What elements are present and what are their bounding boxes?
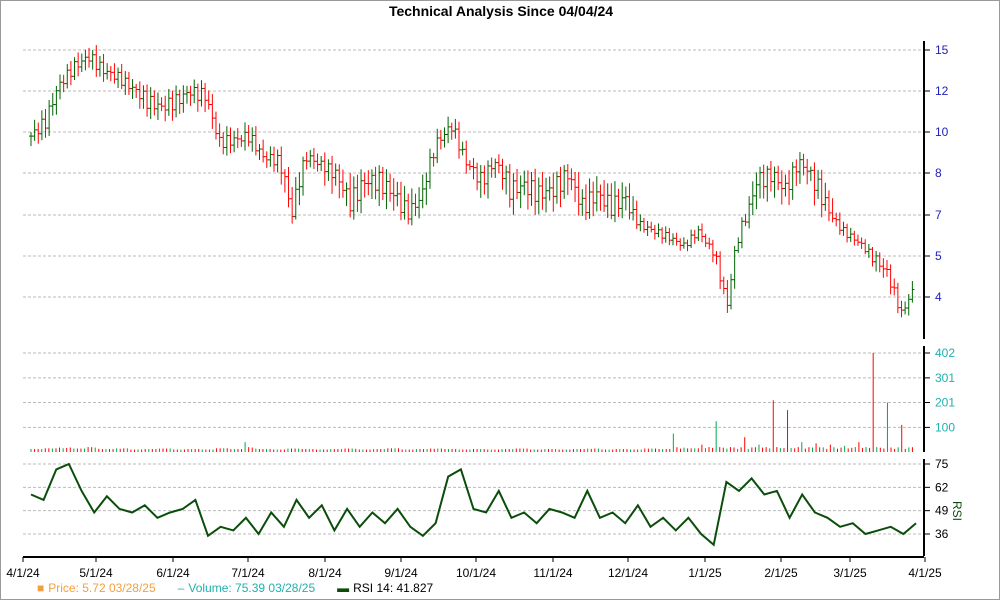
rsi-line [30, 462, 917, 547]
x-tick-label: 3/1/25 [833, 566, 867, 580]
price-tick-label: 8 [935, 166, 942, 180]
x-tick-label: 5/1/24 [79, 566, 113, 580]
x-tick-label: 1/1/25 [688, 566, 722, 580]
rsi-tick-label: 75 [935, 457, 949, 471]
x-tick-label: 9/1/24 [384, 566, 418, 580]
price-tick-label: 12 [935, 84, 949, 98]
price-tick-label: 7 [935, 208, 942, 222]
rsi-axis-label: RSI [950, 501, 964, 521]
legend-rsi: ▬ RSI 14: 41.827 [337, 581, 434, 595]
price-tick-label: 5 [935, 249, 942, 263]
x-tick-label: 11/1/24 [533, 566, 572, 580]
volume-tick-label: 201 [935, 396, 955, 410]
legend-price: ■ Price: 5.72 03/28/25 [37, 581, 156, 595]
x-tick-label: 4/1/24 [6, 566, 40, 580]
x-tick-label: 10/1/24 [456, 566, 496, 580]
x-tick-label: 8/1/24 [308, 566, 342, 580]
rsi-tick-label: 36 [935, 527, 949, 541]
volume-tick-label: 100 [935, 420, 955, 434]
rsi-tick-label: 62 [935, 480, 949, 494]
price-tick-label: 4 [935, 290, 942, 304]
volume-tick-label: 402 [935, 346, 955, 360]
volume-tick-label: 301 [935, 371, 955, 385]
price-tick-label: 10 [935, 125, 949, 139]
x-tick-label: 4/1/25 [908, 566, 942, 580]
chart-title: Technical Analysis Since 04/04/24 [388, 3, 614, 19]
x-tick-label: 7/1/24 [231, 566, 265, 580]
legend-volume: – Volume: 75.39 03/28/25 [177, 581, 316, 595]
legend: ■ Price: 5.72 03/28/25 – Volume: 75.39 03/… [37, 581, 433, 595]
price-tick-label: 15 [935, 43, 949, 57]
rsi-tick-label: 49 [935, 504, 949, 518]
x-tick-label: 6/1/24 [156, 566, 190, 580]
x-tick-label: 12/1/24 [608, 566, 648, 580]
x-tick-label: 2/1/25 [764, 566, 798, 580]
